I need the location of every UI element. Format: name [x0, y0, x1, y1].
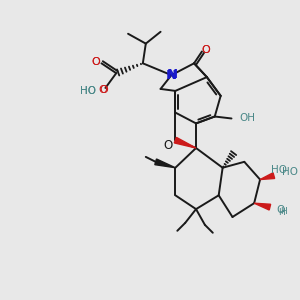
Text: O: O — [277, 205, 285, 215]
Text: O: O — [164, 139, 173, 152]
Text: O: O — [202, 44, 210, 55]
Text: O: O — [99, 85, 108, 95]
Text: HO: HO — [80, 86, 96, 96]
Text: O: O — [202, 44, 210, 55]
Text: O: O — [91, 57, 100, 67]
Text: HO: HO — [271, 165, 287, 175]
Polygon shape — [260, 173, 275, 180]
Text: HO: HO — [282, 167, 298, 177]
Text: H: H — [280, 207, 286, 216]
Text: N: N — [166, 69, 177, 82]
Text: OH: OH — [239, 113, 255, 124]
Polygon shape — [254, 203, 271, 210]
Text: O: O — [91, 57, 100, 67]
Text: O: O — [98, 85, 107, 95]
Text: H: H — [278, 208, 285, 217]
Text: N: N — [167, 68, 178, 81]
Text: HO: HO — [80, 86, 96, 96]
Polygon shape — [155, 159, 175, 168]
Polygon shape — [174, 137, 196, 148]
